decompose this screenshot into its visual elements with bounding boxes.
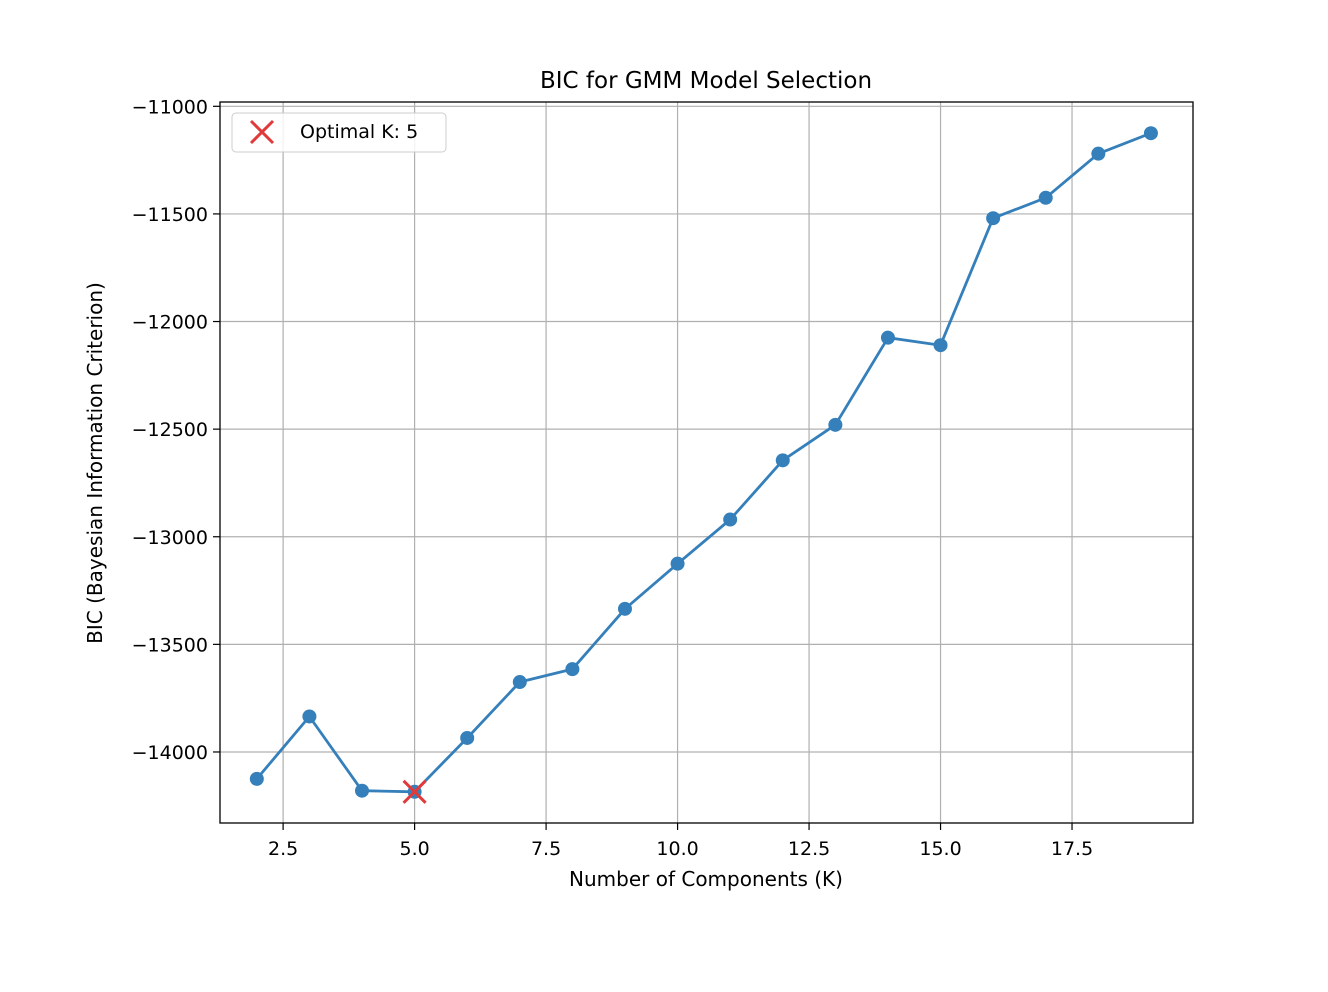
grid-lines	[220, 102, 1193, 823]
data-point	[1038, 190, 1053, 205]
y-tick-label: −13500	[132, 634, 208, 656]
y-axis-label: BIC (Bayesian Information Criterion)	[83, 282, 107, 644]
data-point	[512, 675, 527, 690]
series-group	[249, 126, 1158, 799]
x-tick-label: 10.0	[656, 838, 698, 860]
data-point	[249, 771, 264, 786]
data-point	[565, 662, 580, 677]
chart-title: BIC for GMM Model Selection	[540, 68, 872, 94]
y-tick-label: −11000	[132, 96, 208, 118]
data-point	[355, 783, 370, 798]
data-point	[723, 512, 738, 527]
x-axis-ticks: 2.5 5.0 7.5 10.0 12.5 15.0 17.5	[268, 823, 1093, 860]
legend: Optimal K: 5	[231, 112, 447, 153]
data-point	[1143, 126, 1158, 141]
y-tick-label: −11500	[132, 204, 208, 226]
highlight-group	[402, 779, 427, 804]
x-tick-label: 2.5	[268, 838, 298, 860]
series-line	[255, 131, 1152, 794]
data-point	[775, 453, 790, 468]
x-axis-label: Number of Components (K)	[569, 867, 843, 891]
data-point	[1091, 146, 1106, 161]
data-point	[460, 730, 475, 745]
y-tick-label: −14000	[132, 742, 208, 764]
data-point	[828, 417, 843, 432]
data-point	[670, 556, 685, 571]
data-point	[933, 338, 948, 353]
legend-x-marker-icon	[249, 119, 275, 145]
x-tick-label: 7.5	[531, 838, 561, 860]
data-point	[986, 211, 1001, 226]
x-tick-label: 5.0	[399, 838, 429, 860]
legend-box	[231, 112, 447, 153]
x-tick-label: 12.5	[788, 838, 830, 860]
y-tick-label: −13000	[132, 527, 208, 549]
y-tick-label: −12000	[132, 312, 208, 334]
plot-frame	[219, 101, 1194, 824]
optimal-k-marker	[402, 779, 427, 804]
y-tick-label: −12500	[132, 419, 208, 441]
y-axis-ticks: −11000 −11500 −12000 −12500 −13000 −13500 −140…	[132, 96, 220, 764]
data-point	[302, 709, 317, 724]
x-tick-label: 15.0	[919, 838, 961, 860]
x-tick-label: 17.5	[1051, 838, 1093, 860]
data-point	[880, 330, 895, 345]
legend-label: Optimal K: 5	[300, 121, 418, 143]
data-point	[617, 601, 632, 616]
legend-marker-stroke	[249, 119, 275, 145]
